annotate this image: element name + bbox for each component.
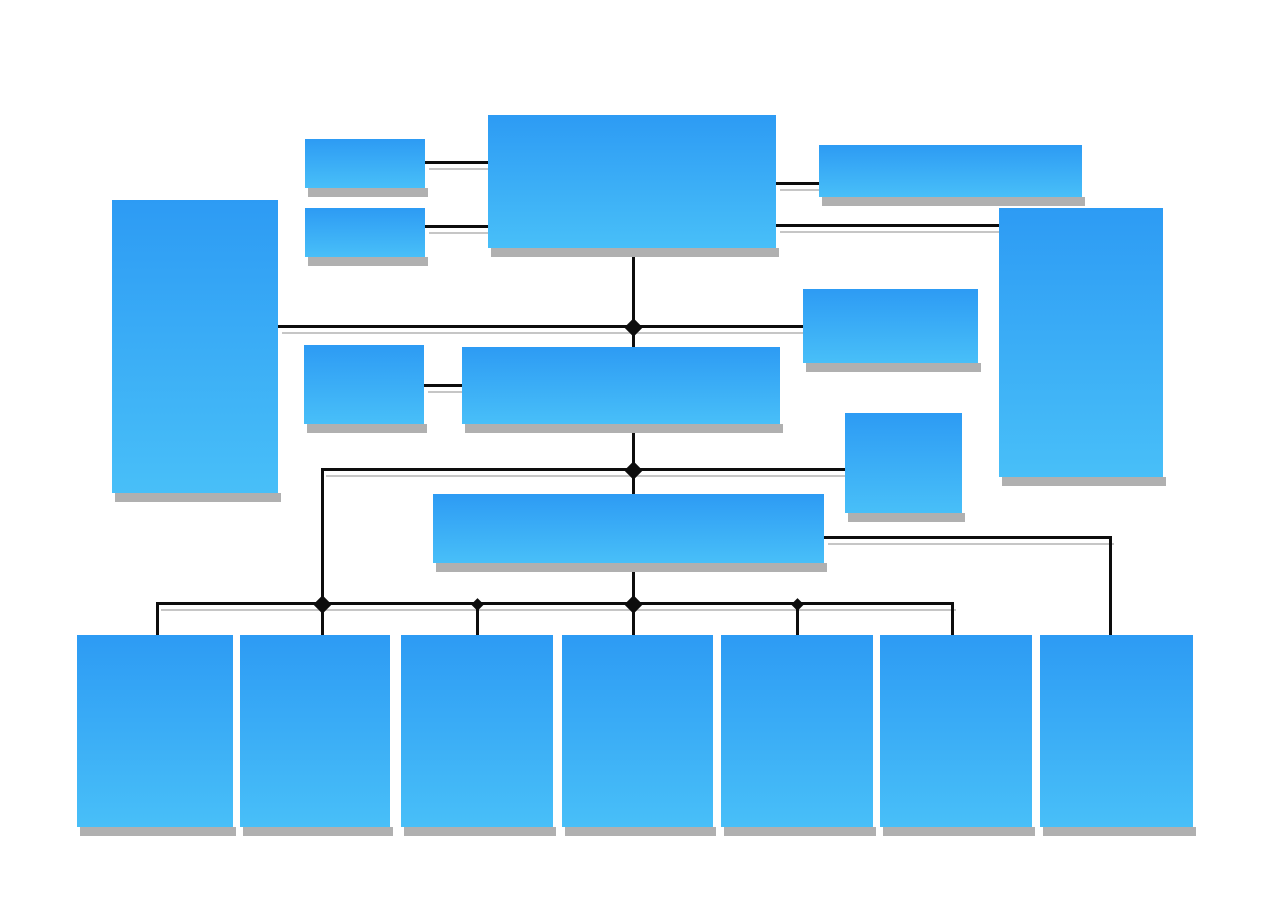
edge-small2-topcenter-echo [429,232,492,234]
edge-small1-topcenter [425,161,488,164]
edge-lowerwide-elbow [824,536,1110,539]
edge-small2-topcenter [425,225,488,228]
node-mid-left[interactable] [304,345,427,433]
node-mid-wide[interactable] [462,347,783,433]
edge-elbow-smallright [322,468,845,471]
edge-small1-topcenter-echo [429,168,492,170]
node-mid-right[interactable] [803,289,981,372]
drop-elbow-bottom2 [321,468,324,637]
node-top-small-1[interactable] [305,139,428,197]
edge-topcenter-topright [776,182,819,185]
spine-midwide-lowerwide [632,424,635,495]
node-top-small-2[interactable] [305,208,428,266]
edge-lefttall-midright-echo [282,332,807,334]
drop-bus-bottom3 [476,602,479,637]
node-left-tall[interactable] [112,200,281,502]
edge-midleft-midwide-echo [428,391,466,393]
edge-midleft-midwide [424,384,462,387]
node-bottom-5[interactable] [721,635,876,836]
edge-topcenter-topright-echo [780,189,823,191]
edge-lowerwide-elbow-echo [828,543,1114,545]
drop-bus-bottom1 [156,602,159,637]
node-bottom-3[interactable] [401,635,556,836]
edge-topcenter-righttall-echo [780,231,1003,233]
node-bottom-7[interactable] [1040,635,1196,836]
node-bottom-4[interactable] [562,635,716,836]
edge-bottom-bus [157,602,952,605]
node-top-center[interactable] [488,115,779,257]
node-right-tall[interactable] [999,208,1166,486]
drop-elbow-bottom7 [1109,536,1112,637]
edge-elbow-smallright-echo [326,475,849,477]
edge-topcenter-righttall [776,224,999,227]
drop-bus-bottom5 [796,602,799,637]
edge-lefttall-midright [278,325,803,328]
node-small-right[interactable] [845,413,965,522]
node-bottom-1[interactable] [77,635,236,836]
spine-topcenter-midwide [632,248,635,348]
node-lower-wide[interactable] [433,494,827,572]
edge-bottom-bus-echo [161,609,956,611]
drop-bus-bottom6 [951,602,954,637]
node-bottom-6[interactable] [880,635,1035,836]
node-top-right-wide[interactable] [819,145,1085,206]
node-bottom-2[interactable] [240,635,393,836]
